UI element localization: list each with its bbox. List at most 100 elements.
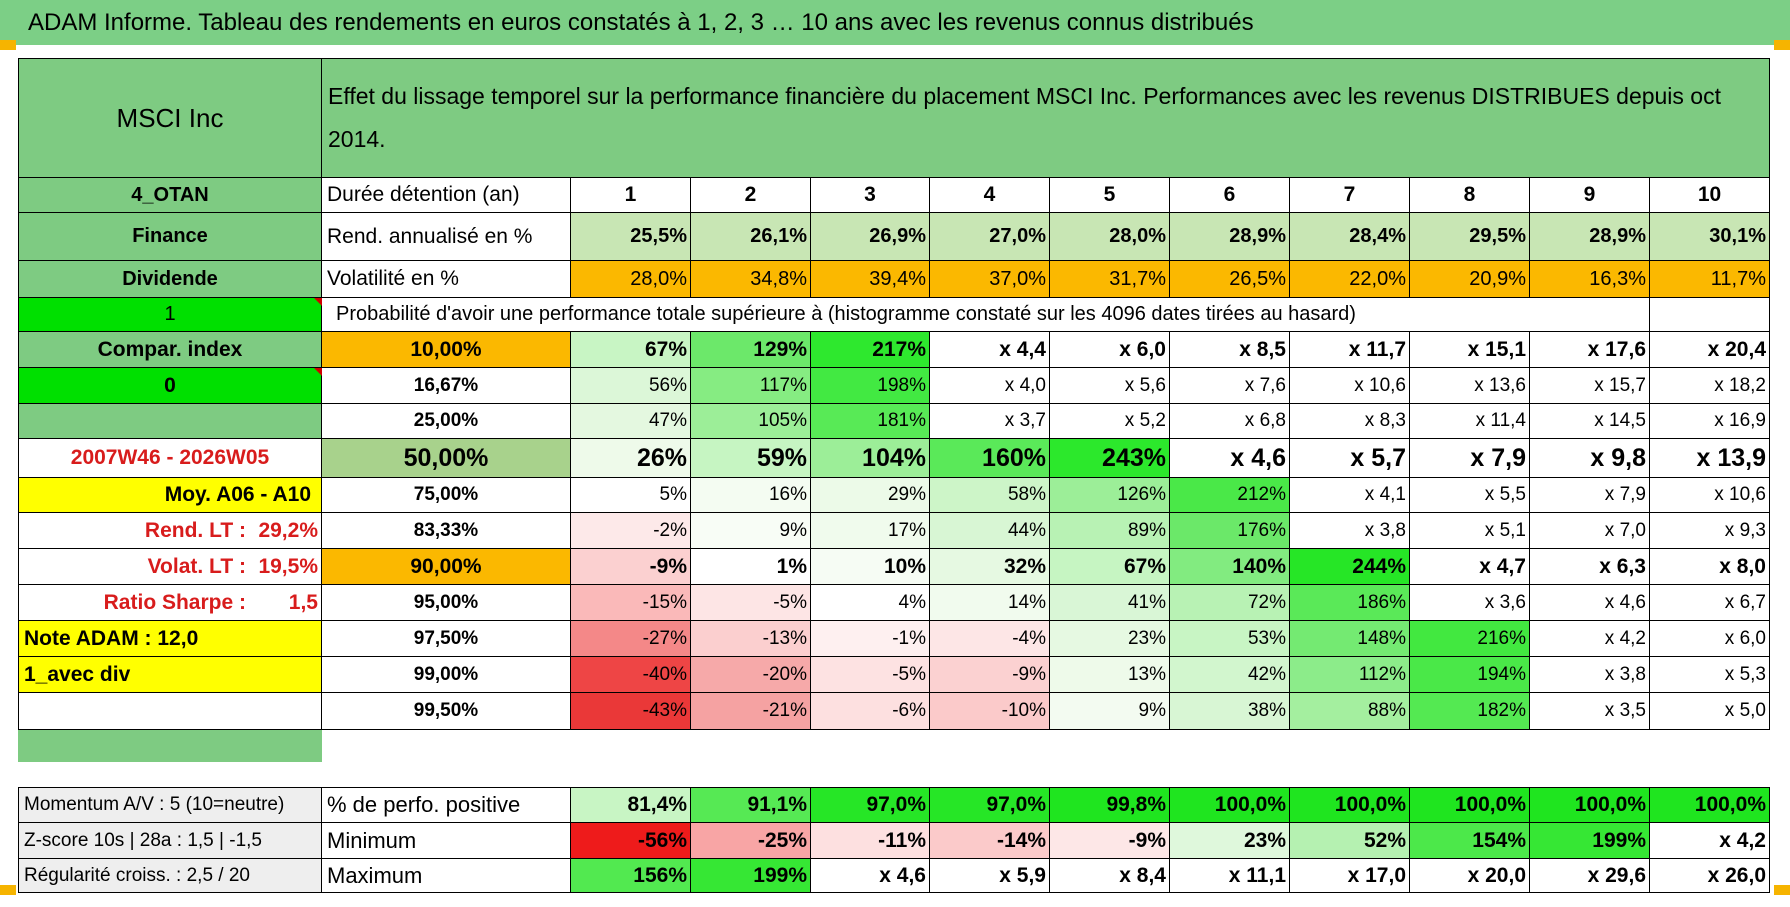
sharpe-label: Ratio Sharpe : 1,5 (18, 585, 322, 621)
rend-value: 29,5% (1410, 213, 1530, 261)
probability-value: x 4,7 (1410, 549, 1530, 585)
probability-value: x 5,7 (1290, 439, 1410, 478)
probability-value: x 7,9 (1530, 478, 1650, 513)
probability-value: x 5,0 (1650, 693, 1770, 730)
bottom-row-label: Maximum (322, 859, 571, 893)
bottom-value: -14% (930, 823, 1050, 859)
probability-value: -40% (571, 657, 691, 693)
blank-label (18, 404, 322, 439)
rend-value: 28,4% (1290, 213, 1410, 261)
bottom-value: 100,0% (1530, 787, 1650, 823)
probability-value: -6% (811, 693, 930, 730)
bottom-value: 97,0% (930, 787, 1050, 823)
probability-value: x 15,7 (1530, 368, 1650, 404)
probability-value: -20% (691, 657, 811, 693)
note-adam-label: Note ADAM : 12,0 (18, 621, 322, 657)
probability-value: x 8,0 (1650, 549, 1770, 585)
probability-value: 47% (571, 404, 691, 439)
probability-value: 9% (691, 513, 811, 549)
probability-value: 176% (1170, 513, 1290, 549)
probability-threshold: 10,00% (322, 332, 571, 368)
probability-value: 140% (1170, 549, 1290, 585)
volat-value: 20,9% (1410, 261, 1530, 298)
rend-value: 28,9% (1170, 213, 1290, 261)
volat-lt-label: Volat. LT : 19,5% (18, 549, 322, 585)
probability-value: x 17,6 (1530, 332, 1650, 368)
probability-value: x 6,0 (1650, 621, 1770, 657)
probability-value: -1% (811, 621, 930, 657)
volat-label: Volatilité en % (322, 261, 571, 298)
probability-value: -9% (930, 657, 1050, 693)
probability-value: -2% (571, 513, 691, 549)
probability-value: x 4,6 (1170, 439, 1290, 478)
probability-value: 148% (1290, 621, 1410, 657)
volat-value: 28,0% (571, 261, 691, 298)
probability-value: 243% (1050, 439, 1170, 478)
probability-value: 186% (1290, 585, 1410, 621)
probability-threshold: 75,00% (322, 478, 571, 513)
table-cell (1650, 298, 1770, 332)
bottom-value: x 17,0 (1290, 859, 1410, 893)
rend-value: 28,9% (1530, 213, 1650, 261)
probability-value: 56% (571, 368, 691, 404)
bottom-value: x 20,0 (1410, 859, 1530, 893)
probability-value: 4% (811, 585, 930, 621)
probability-value: x 4,4 (930, 332, 1050, 368)
volat-value: 22,0% (1290, 261, 1410, 298)
bottom-value: 91,1% (691, 787, 811, 823)
probability-value: 105% (691, 404, 811, 439)
metric-label: Volat. LT : (147, 554, 246, 578)
compar-index-label: Compar. index (18, 332, 322, 368)
corner-marker (1774, 40, 1790, 50)
probability-value: x 4,2 (1530, 621, 1650, 657)
bottom-value: -25% (691, 823, 811, 859)
probability-value: x 4,6 (1530, 585, 1650, 621)
dividend-label: Dividende (18, 261, 322, 298)
probability-value: x 8,5 (1170, 332, 1290, 368)
volat-value: 16,3% (1530, 261, 1650, 298)
probability-value: 217% (811, 332, 930, 368)
metric-value: 19,5% (258, 554, 318, 578)
probability-value: -43% (571, 693, 691, 730)
probability-value: x 20,4 (1650, 332, 1770, 368)
year-header: 8 (1410, 178, 1530, 213)
volat-value: 11,7% (1650, 261, 1770, 298)
probability-value: -9% (571, 549, 691, 585)
metric-value: 1,5 (288, 590, 318, 614)
probability-value: x 9,3 (1650, 513, 1770, 549)
bottom-value: 23% (1170, 823, 1290, 859)
table-description: Effet du lissage temporel sur la perform… (322, 58, 1770, 178)
probability-threshold: 99,00% (322, 657, 571, 693)
probability-threshold: 97,50% (322, 621, 571, 657)
rend-value: 27,0% (930, 213, 1050, 261)
bottom-value: 100,0% (1290, 787, 1410, 823)
probability-value: 89% (1050, 513, 1170, 549)
probability-value: 160% (930, 439, 1050, 478)
probability-value: 32% (930, 549, 1050, 585)
probability-value: x 7,6 (1170, 368, 1290, 404)
rend-value: 25,5% (571, 213, 691, 261)
code-label: 4_OTAN (18, 178, 322, 213)
probability-value: 112% (1290, 657, 1410, 693)
bottom-value: x 4,6 (811, 859, 930, 893)
probability-value: x 18,2 (1650, 368, 1770, 404)
probability-value: 9% (1050, 693, 1170, 730)
bottom-value: x 11,1 (1170, 859, 1290, 893)
probability-value: x 15,1 (1410, 332, 1530, 368)
bottom-side-label: Momentum A/V : 5 (10=neutre) (18, 787, 322, 823)
year-header: 3 (811, 178, 930, 213)
year-header: 6 (1170, 178, 1290, 213)
probability-value: x 9,8 (1530, 439, 1650, 478)
probability-value: x 6,0 (1050, 332, 1170, 368)
probability-value: 181% (811, 404, 930, 439)
probability-threshold: 99,50% (322, 693, 571, 730)
bottom-value: 99,8% (1050, 787, 1170, 823)
probability-value: 67% (1050, 549, 1170, 585)
probability-value: 58% (930, 478, 1050, 513)
bottom-value: 52% (1290, 823, 1410, 859)
probability-value: x 11,4 (1410, 404, 1530, 439)
table-cell (1530, 298, 1650, 332)
bottom-value: 154% (1410, 823, 1530, 859)
bottom-value: 81,4% (571, 787, 691, 823)
probability-threshold: 25,00% (322, 404, 571, 439)
